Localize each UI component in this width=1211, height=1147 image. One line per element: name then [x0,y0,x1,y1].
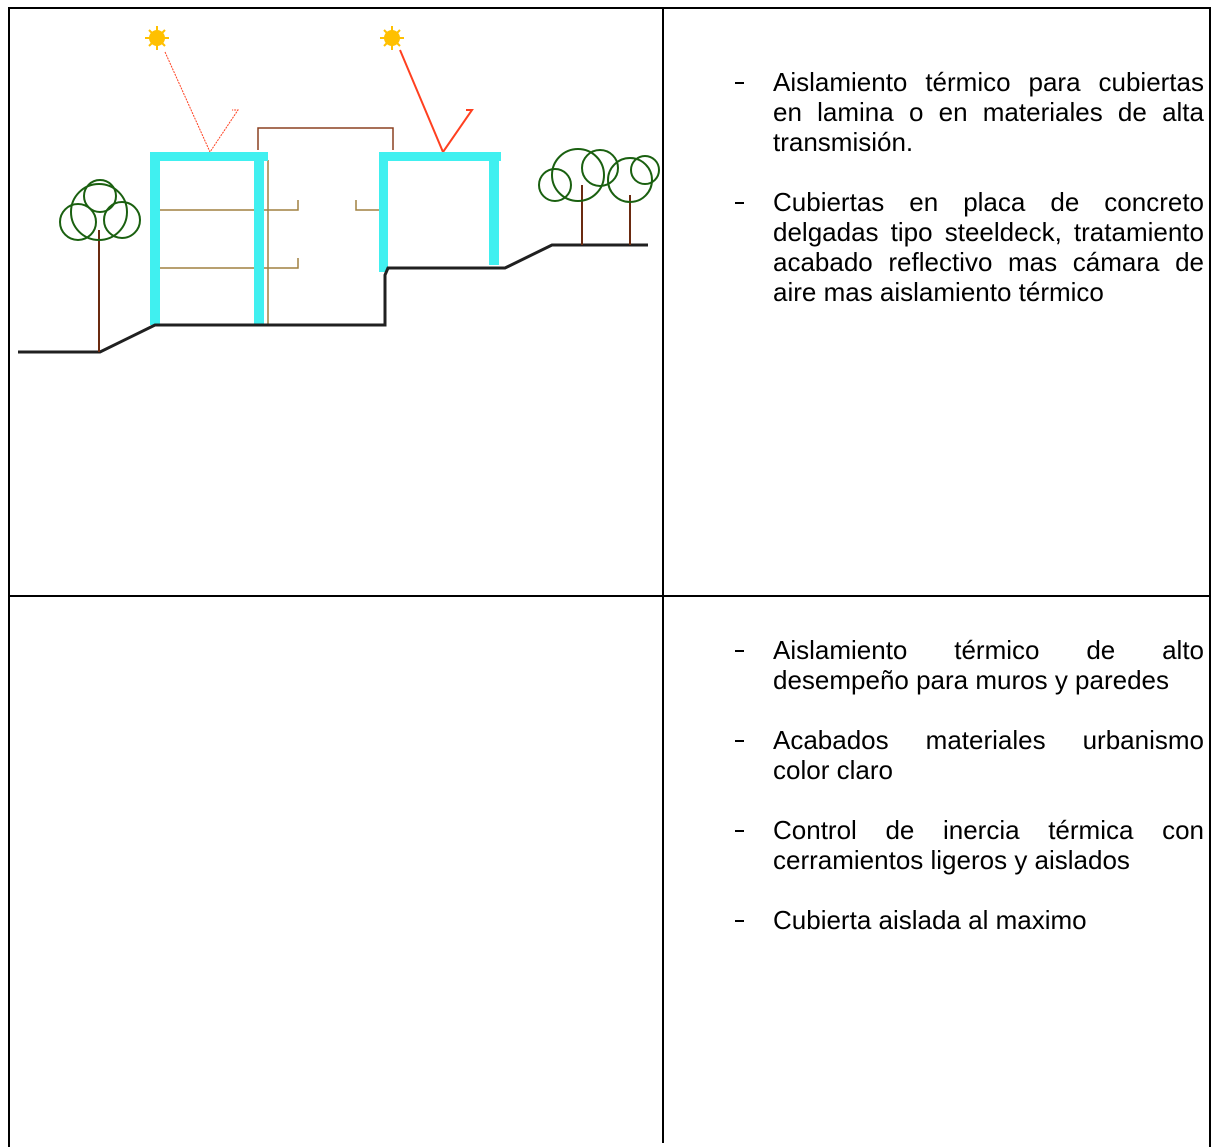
tree [607,155,660,245]
text-cell: Aislamiento térmico de alto desempeño pa… [735,635,1204,965]
item-text: Cubierta aislada al maximo [773,905,1087,935]
list-item: Acabados materiales urbanismo color clar… [735,725,1204,785]
list-item: Aislamiento térmico de alto desempeño pa… [735,635,1204,695]
sun [145,26,169,50]
bullet-dash [735,202,744,204]
list-item: Aislamiento térmico para cubiertas en la… [735,67,1204,157]
bullet-dash [735,920,744,922]
tree [59,179,141,352]
sun-ray [399,49,474,155]
building [150,152,501,325]
structure-lines [257,127,394,150]
table [8,7,1211,1147]
floor-lines [160,160,388,325]
list-item: Control de inercia térmica con cerramien… [735,815,1204,875]
building-section-diagram [18,26,660,354]
bullet-dash [735,830,744,832]
list-item: Cubiertas en placa de concreto delgadas … [735,187,1204,307]
item-text: Aislamiento térmico para cubiertas en la… [773,67,1204,157]
ground-line [18,243,648,354]
list-item: Cubierta aislada al maximo [735,905,1204,935]
bullet-dash [735,650,744,652]
bullet-dash [735,740,744,742]
tree [538,148,619,245]
sun-ray [164,51,239,154]
item-text: Acabados materiales urbanismo color clar… [773,725,1204,785]
sun [380,26,404,50]
table-divider [662,7,664,1143]
item-text: Cubiertas en placa de concreto delgadas … [773,187,1204,307]
bullet-dash [735,82,744,84]
text-cell: Aislamiento térmico para cubiertas en la… [735,67,1204,337]
item-text: Control de inercia térmica con cerramien… [773,815,1204,875]
item-text: Aislamiento térmico de alto desempeño pa… [773,635,1204,695]
table-divider [8,595,1211,597]
